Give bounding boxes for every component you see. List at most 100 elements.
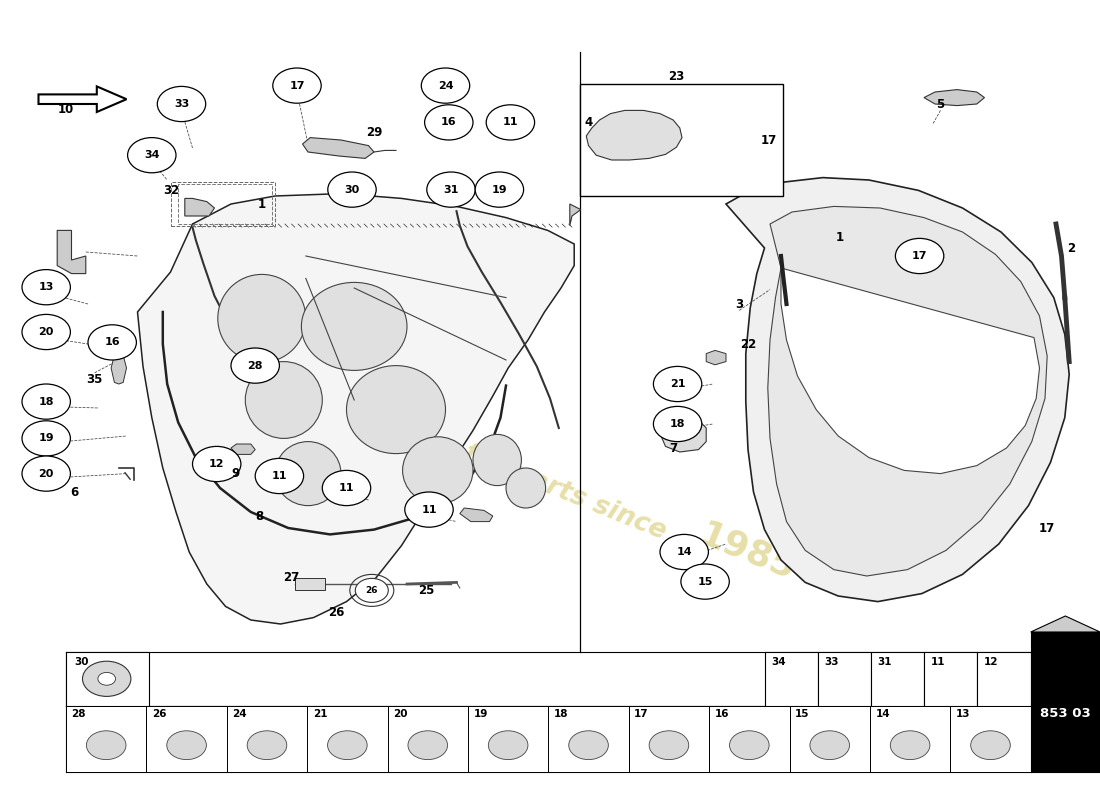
Circle shape — [421, 68, 470, 103]
Ellipse shape — [275, 442, 341, 506]
Text: 14: 14 — [676, 547, 692, 557]
Text: 25: 25 — [419, 584, 435, 597]
Bar — [146, 706, 227, 772]
Bar — [1031, 632, 1100, 772]
Bar — [170, 182, 275, 226]
Circle shape — [231, 348, 279, 383]
Bar — [710, 706, 790, 772]
Text: 11: 11 — [421, 505, 437, 514]
Text: 34: 34 — [144, 150, 159, 160]
Text: 28: 28 — [248, 361, 263, 370]
Text: 19: 19 — [39, 434, 54, 443]
Text: 853 03: 853 03 — [1040, 706, 1091, 720]
Circle shape — [157, 86, 206, 122]
Circle shape — [248, 731, 287, 760]
Polygon shape — [660, 418, 706, 452]
Polygon shape — [302, 138, 374, 158]
Polygon shape — [586, 110, 682, 160]
Bar — [387, 706, 468, 772]
Polygon shape — [781, 268, 1040, 474]
Circle shape — [87, 731, 126, 760]
Text: 12: 12 — [209, 459, 224, 469]
Text: 10: 10 — [58, 103, 74, 116]
Circle shape — [192, 446, 241, 482]
Polygon shape — [1031, 616, 1100, 632]
Bar — [790, 706, 870, 772]
Circle shape — [475, 172, 524, 207]
Text: 3: 3 — [735, 298, 744, 310]
Bar — [950, 706, 1031, 772]
Text: 34: 34 — [771, 657, 785, 667]
Text: 6: 6 — [70, 486, 79, 498]
Circle shape — [488, 731, 528, 760]
Circle shape — [82, 661, 131, 696]
Circle shape — [890, 731, 930, 760]
Text: 11: 11 — [931, 657, 945, 667]
Polygon shape — [231, 444, 255, 454]
Circle shape — [729, 731, 769, 760]
Polygon shape — [185, 198, 214, 216]
Text: 18: 18 — [670, 419, 685, 429]
Text: 14: 14 — [876, 709, 890, 718]
Text: 17: 17 — [912, 251, 927, 261]
Bar — [66, 652, 148, 706]
Text: 9: 9 — [231, 467, 240, 480]
Text: 11: 11 — [272, 471, 287, 481]
Text: 5: 5 — [936, 98, 945, 110]
Ellipse shape — [245, 362, 322, 438]
Polygon shape — [138, 194, 574, 624]
Text: 1: 1 — [835, 231, 844, 244]
Circle shape — [22, 421, 70, 456]
Text: 21: 21 — [670, 379, 685, 389]
Text: 18: 18 — [553, 709, 569, 718]
Circle shape — [22, 384, 70, 419]
Text: 26: 26 — [365, 586, 378, 595]
Bar — [870, 706, 950, 772]
Text: 19: 19 — [492, 185, 507, 194]
Text: 35: 35 — [87, 373, 102, 386]
Bar — [307, 706, 387, 772]
Text: 13: 13 — [39, 282, 54, 292]
Text: 30: 30 — [344, 185, 360, 194]
Bar — [66, 706, 146, 772]
Polygon shape — [39, 86, 126, 112]
Polygon shape — [768, 206, 1047, 576]
Circle shape — [22, 270, 70, 305]
Text: 16: 16 — [104, 338, 120, 347]
Text: 27: 27 — [284, 571, 299, 584]
Text: 26: 26 — [152, 709, 166, 718]
Circle shape — [970, 731, 1010, 760]
Text: 17: 17 — [1040, 522, 1055, 534]
Polygon shape — [570, 204, 581, 226]
Ellipse shape — [403, 437, 473, 504]
Circle shape — [22, 314, 70, 350]
Circle shape — [569, 731, 608, 760]
Text: 23: 23 — [669, 70, 684, 82]
Text: 2: 2 — [1067, 242, 1076, 254]
Circle shape — [653, 366, 702, 402]
Polygon shape — [111, 354, 126, 384]
Polygon shape — [460, 508, 493, 522]
Polygon shape — [57, 230, 86, 274]
Circle shape — [405, 492, 453, 527]
Circle shape — [322, 470, 371, 506]
Text: 29: 29 — [366, 126, 382, 138]
Text: 1: 1 — [257, 198, 266, 211]
Bar — [227, 706, 307, 772]
Circle shape — [167, 731, 207, 760]
Polygon shape — [924, 90, 984, 106]
Text: 11: 11 — [339, 483, 354, 493]
Polygon shape — [706, 350, 726, 365]
Text: 28: 28 — [72, 709, 86, 718]
Circle shape — [810, 731, 849, 760]
Bar — [978, 652, 1031, 706]
Text: 24: 24 — [232, 709, 246, 718]
Text: 32: 32 — [164, 184, 179, 197]
Text: 11: 11 — [503, 118, 518, 127]
Circle shape — [255, 458, 304, 494]
Circle shape — [408, 731, 448, 760]
Bar — [764, 652, 817, 706]
Circle shape — [98, 672, 116, 685]
Bar — [629, 706, 710, 772]
Text: 1985: 1985 — [695, 518, 801, 586]
